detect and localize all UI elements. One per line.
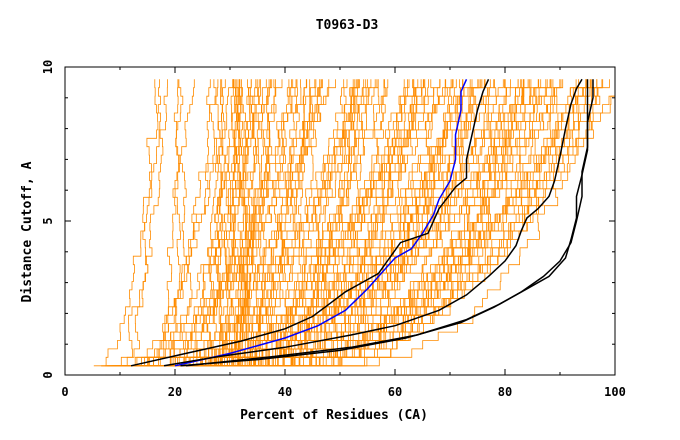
model-curve [122, 79, 168, 367]
chart-title: T0963-D3 [316, 18, 379, 33]
highlight-curve-blue [174, 78, 468, 367]
model-curve [123, 79, 417, 367]
model-curve [247, 79, 604, 367]
model-curve [106, 79, 302, 367]
model-curve [251, 79, 358, 367]
x-tick-label: 0 [61, 385, 68, 399]
y-tick-label: 0 [41, 371, 55, 378]
model-curve [206, 79, 220, 367]
model-curve [219, 79, 321, 367]
model-curve [146, 79, 525, 367]
x-tick-label: 60 [388, 385, 402, 399]
model-curve [158, 79, 359, 367]
model-curve [133, 79, 316, 367]
model-curve [101, 79, 336, 367]
y-tick-label: 5 [41, 217, 55, 224]
model-curve [179, 79, 195, 367]
x-tick-label: 80 [498, 385, 512, 399]
model-curve [192, 79, 587, 367]
highlight-curve-black [130, 78, 490, 367]
model-curve [173, 79, 267, 367]
model-curve [139, 79, 347, 367]
model-curve [253, 79, 359, 367]
background-series-group [93, 79, 616, 367]
model-curve [131, 79, 234, 367]
x-axis: 0 20 40 60 80 100 [61, 67, 626, 399]
y-axis: 0 5 10 [41, 60, 615, 379]
x-tick-label: 40 [278, 385, 292, 399]
model-curve [115, 79, 519, 367]
model-curve [236, 79, 379, 367]
highlight-series-group [130, 78, 594, 367]
model-curve [131, 79, 260, 367]
model-curve [237, 79, 252, 367]
y-tick-label: 10 [41, 60, 55, 74]
x-axis-label: Percent of Residues (CA) [240, 408, 428, 423]
x-tick-label: 100 [604, 385, 626, 399]
model-curve [132, 79, 616, 367]
highlight-curve-black [163, 78, 583, 367]
model-curve [170, 79, 184, 367]
model-curve [234, 79, 547, 367]
model-curve [125, 79, 551, 367]
model-curve [237, 79, 598, 367]
model-curve [187, 79, 587, 367]
model-curve [106, 79, 161, 367]
y-axis-label: Distance Cutoff, A [20, 161, 35, 302]
model-curve [124, 79, 360, 367]
x-tick-label: 20 [168, 385, 182, 399]
highlight-curve-black [185, 79, 589, 367]
